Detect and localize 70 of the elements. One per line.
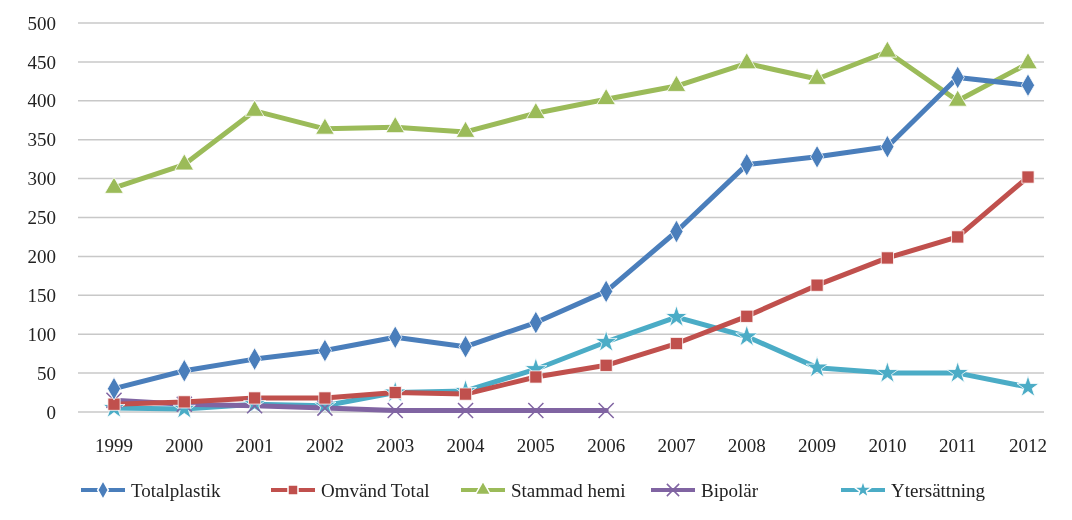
x-tick-label: 2008 — [727, 435, 766, 456]
point — [740, 309, 754, 323]
point — [105, 392, 123, 409]
legend-label: Bipolär — [701, 479, 759, 501]
y-tick-label: 450 — [27, 51, 56, 73]
point — [527, 402, 545, 419]
y-tick-label: 400 — [27, 90, 56, 112]
x-tick-label: 2011 — [939, 435, 977, 456]
point — [385, 116, 405, 134]
point — [177, 395, 191, 409]
legend-label: Stammad hemi — [511, 479, 626, 501]
point — [951, 230, 965, 244]
point — [455, 120, 476, 138]
point — [526, 102, 546, 120]
point — [810, 278, 824, 292]
x-tick-label: 2007 — [657, 435, 696, 456]
x-tick-label: 2002 — [305, 435, 344, 456]
point — [596, 88, 616, 106]
y-tick-label: 300 — [27, 168, 56, 190]
x-tick-label: 2009 — [798, 435, 837, 456]
point — [1021, 170, 1035, 184]
point — [1018, 52, 1038, 70]
point — [946, 361, 970, 383]
legend-label: Omvänd Total — [321, 479, 430, 501]
y-tick-label: 0 — [46, 401, 56, 423]
point — [669, 337, 683, 351]
point — [665, 305, 688, 327]
point — [875, 361, 899, 383]
point — [666, 74, 687, 92]
point — [737, 52, 757, 70]
point — [599, 358, 613, 372]
y-tick-label: 350 — [27, 129, 56, 151]
point — [529, 370, 543, 384]
point — [386, 402, 404, 419]
legend-label: Totalplastik — [131, 479, 221, 501]
x-tick-label: 2010 — [868, 435, 907, 456]
x-tick-label: 2005 — [516, 435, 555, 456]
point — [805, 355, 829, 378]
point — [315, 117, 335, 135]
y-tick-label: 100 — [27, 323, 56, 345]
y-tick-label: 200 — [27, 246, 56, 268]
point — [316, 399, 334, 417]
legend-label: Ytersättning — [891, 479, 986, 501]
point — [947, 89, 968, 107]
point — [457, 402, 474, 419]
y-tick-label: 50 — [37, 362, 56, 384]
point — [318, 391, 332, 405]
point — [248, 391, 262, 405]
point — [877, 40, 898, 58]
x-tick-label: 1999 — [95, 435, 133, 456]
x-tick-label: 2001 — [235, 435, 274, 456]
y-tick-label: 150 — [27, 284, 56, 306]
x-tick-label: 2003 — [376, 435, 415, 456]
point — [1016, 375, 1040, 397]
point — [735, 324, 759, 347]
point — [246, 397, 263, 415]
x-tick-label: 2004 — [446, 435, 486, 456]
x-tick-label: 2006 — [587, 435, 626, 456]
point — [174, 153, 195, 171]
x-tick-label: 2012 — [1009, 435, 1047, 456]
x-tick-label: 2000 — [165, 435, 204, 456]
point — [880, 251, 894, 265]
point — [597, 402, 615, 419]
point — [594, 330, 618, 352]
y-tick-label: 250 — [27, 207, 56, 229]
point — [807, 67, 827, 85]
y-tick-label: 500 — [27, 12, 56, 34]
point — [104, 176, 124, 194]
point — [244, 99, 265, 117]
point — [107, 397, 121, 411]
